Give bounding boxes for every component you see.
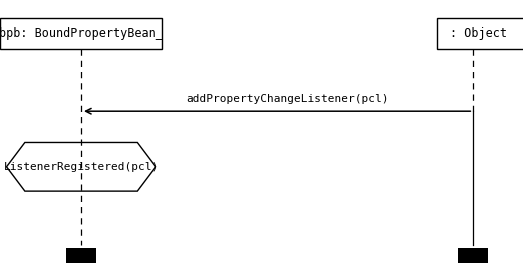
Text: ListenerRegistered(pcl): ListenerRegistered(pcl) [4, 162, 158, 172]
Bar [66, 248, 96, 264]
Bar [437, 18, 523, 49]
Text: : Object: : Object [450, 27, 507, 40]
Text: bpb: BoundPropertyBean̲: bpb: BoundPropertyBean̲ [0, 27, 163, 40]
Bar [458, 248, 488, 264]
Bar [0, 18, 162, 49]
Text: addPropertyChangeListener(pcl): addPropertyChangeListener(pcl) [186, 94, 389, 104]
Polygon shape [7, 142, 156, 191]
